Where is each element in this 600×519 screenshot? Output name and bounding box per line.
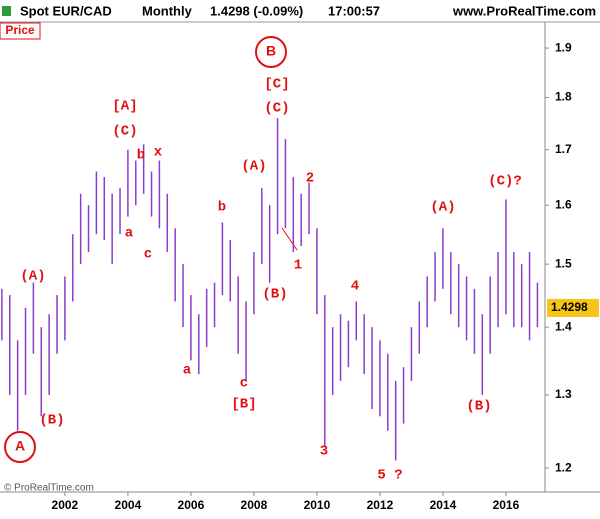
y-tick-label: 1.6 [555,197,572,211]
y-tick-label: 1.2 [555,460,572,474]
wave-label: (A) [241,159,266,175]
y-tick-label: 1.9 [555,40,572,54]
wave-label: 3 [320,444,328,460]
time: 17:00:57 [328,3,380,18]
last-price-label: 1.4298 [551,300,588,314]
x-tick-label: 2006 [178,498,205,512]
wave-label: b [137,148,145,164]
wave-label: a [183,363,192,379]
interval: Monthly [142,3,193,18]
wave-label: (C)? [488,174,522,190]
x-tick-label: 2004 [115,498,142,512]
wave-label: A [15,438,25,454]
wave-label: (A) [20,269,45,285]
wave-label: c [144,247,152,263]
wave-label: c [240,376,248,392]
wave-label: (A) [430,200,455,216]
wave-label: [A] [112,99,137,115]
annotation-circle [255,36,287,68]
y-tick-label: 1.4 [555,319,572,333]
wave-label: (B) [39,413,64,429]
quote: 1.4298 (-0.09%) [210,3,303,18]
wave-label: a [125,226,134,242]
y-tick-label: 1.5 [555,256,572,270]
panel-label: Price [5,23,35,37]
logo-icon [2,6,11,16]
wave-label: (C) [264,101,289,117]
wave-label: (C) [112,124,137,140]
wave-label: 2 [306,171,314,187]
wave-label: 1 [294,258,302,274]
wave-label: [C] [264,77,289,93]
annotation-circle [4,431,36,463]
x-tick-label: 2002 [52,498,79,512]
instrument: Spot EUR/CAD [20,3,112,18]
wave-label: 5 ? [377,468,402,484]
wave-label: [B] [231,397,256,413]
wave-label: B [266,43,276,59]
wave-label: (B) [466,399,491,415]
wave-label: b [218,200,226,216]
panel-label-box [0,22,41,40]
x-tick-label: 2016 [493,498,520,512]
y-tick-label: 1.7 [555,142,572,156]
x-tick-label: 2010 [304,498,331,512]
site: www.ProRealTime.com [452,3,596,18]
wave-label: (B) [262,287,287,303]
wave-label: 4 [351,279,359,295]
wave-label: x [154,145,163,161]
x-tick-label: 2014 [430,498,457,512]
x-tick-label: 2012 [367,498,394,512]
y-tick-label: 1.8 [555,90,572,104]
x-tick-label: 2008 [241,498,268,512]
y-tick-label: 1.3 [555,387,572,401]
copyright: © ProRealTime.com [4,483,94,494]
wave-line [281,227,298,251]
last-price-box [547,298,599,317]
